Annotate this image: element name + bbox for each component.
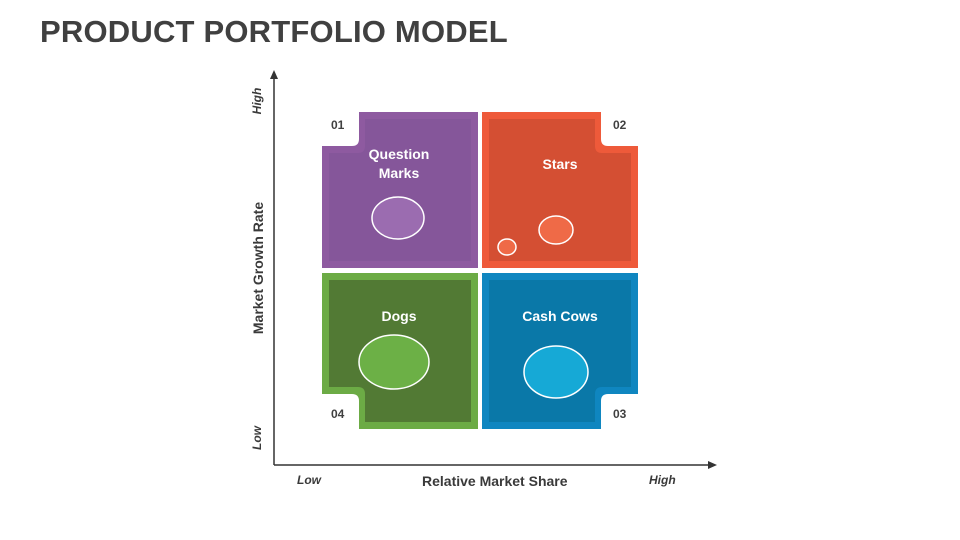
quadrant-stars (482, 112, 638, 268)
quadrant-number-01: 01 (331, 118, 345, 132)
x-axis-title: Relative Market Share (422, 473, 568, 489)
question-marks-bubble (371, 196, 425, 240)
x-axis-low-label: Low (297, 473, 321, 487)
y-axis-low-label: Low (250, 426, 264, 450)
x-axis-arrowhead (708, 461, 717, 469)
y-axis-title: Market Growth Rate (250, 201, 266, 335)
x-axis-high-label: High (649, 473, 676, 487)
quadrant-number-04: 04 (331, 407, 345, 421)
dogs-bubble (358, 334, 430, 390)
stars-bubble-large (538, 215, 574, 245)
stars-bubble-small (497, 238, 517, 256)
quadrant-question-marks (322, 112, 478, 268)
quadrant-name-dogs: Dogs (381, 308, 417, 324)
quadrant-cash-cows (482, 273, 638, 429)
quadrant-name-question-marks: Question Marks (368, 146, 430, 181)
y-axis-high-label: High (250, 87, 264, 115)
quadrant-dogs (322, 273, 478, 429)
quadrant-name-stars: Stars (542, 156, 578, 172)
quadrant-number-02: 02 (613, 118, 627, 132)
quadrant-name-cash-cows: Cash Cows (522, 308, 598, 324)
quadrant-number-03: 03 (613, 407, 627, 421)
y-axis-arrowhead (270, 70, 278, 79)
cash-cows-bubble (523, 345, 589, 399)
page-title: PRODUCT PORTFOLIO MODEL (40, 14, 508, 49)
